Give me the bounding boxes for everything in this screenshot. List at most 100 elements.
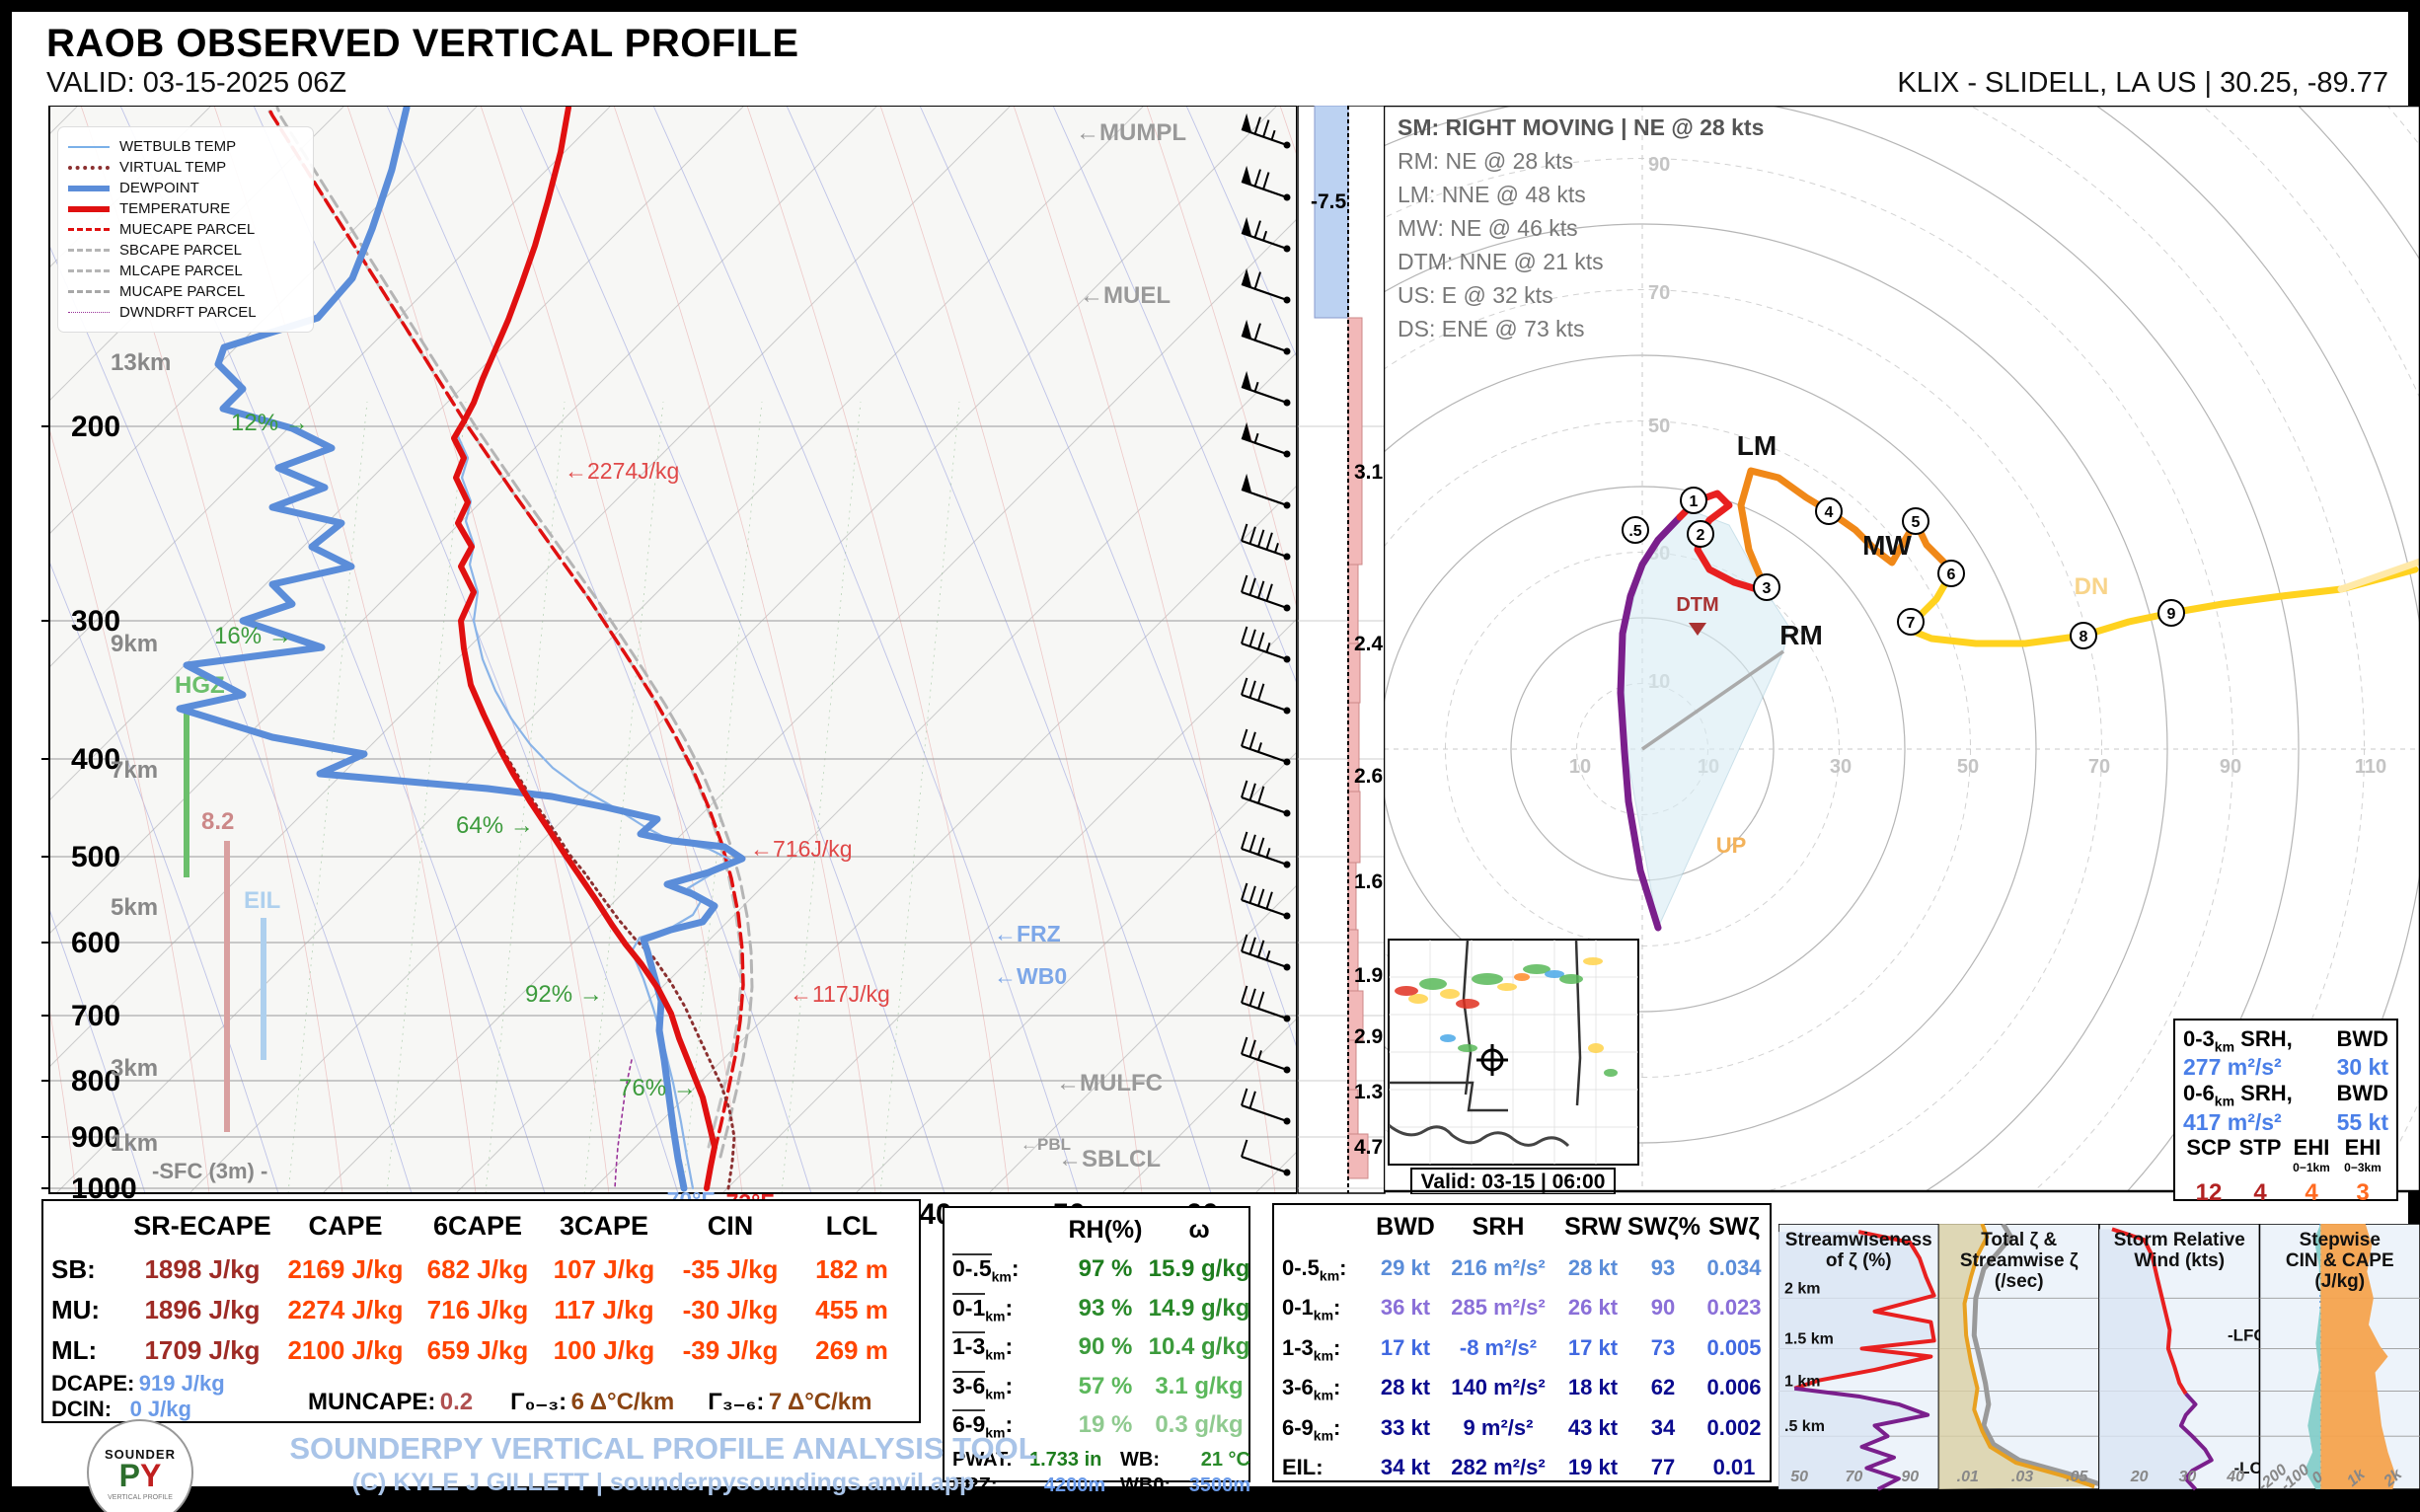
- index-headers: SCP STP EHI 0−1km EHI 0−3km: [2186, 1134, 2382, 1174]
- layer-bar-label-EIL: EIL: [244, 887, 280, 914]
- omega-value-label: -7.5: [1311, 190, 1347, 213]
- mini-line: [1971, 1224, 2100, 1486]
- kin-col-header: SRH: [1472, 1213, 1525, 1241]
- rh-row-label: 0-.5km:: [952, 1253, 1020, 1285]
- rh-table-header: RH(%) ω: [952, 1214, 1241, 1250]
- sbcape-curve: [275, 106, 754, 1159]
- dry-adiabat-line: [519, 106, 945, 1193]
- annotation-label: ←MUEL: [1080, 282, 1171, 309]
- logo-text-small: VERTICAL PROFILE: [108, 1494, 173, 1501]
- legend-item-mucape-parcel: MUCAPE PARCEL: [68, 281, 303, 302]
- radar-echo: [1545, 970, 1564, 978]
- moist-adiabat-line: [49, 1006, 77, 1193]
- kin-row-label: 1-3km:: [1282, 1334, 1341, 1364]
- thermo-col-header: 6CAPE: [432, 1211, 523, 1241]
- pwat-row: PWAT: 1.733 in WB: 21 °C: [952, 1448, 1250, 1471]
- mini-line: [2111, 1227, 2188, 1396]
- mini-xtick: 50: [1790, 1469, 1808, 1485]
- kin-value: 216 m²/s²: [1451, 1255, 1546, 1280]
- height-marker-label: 7: [1907, 615, 1916, 632]
- kinematics-table-header: BWD SRH SRW SWζ% SWζ: [1282, 1211, 1766, 1249]
- mixing-ratio-line: [682, 401, 763, 1193]
- kin-row-label: 6-9km:: [1282, 1414, 1341, 1443]
- ring-label: 10: [1569, 756, 1591, 778]
- annotation-label: 76% →: [619, 1075, 697, 1101]
- omega-header: ω: [1188, 1216, 1210, 1244]
- kin-value: 34 kt: [1380, 1454, 1431, 1479]
- srh6-label-row: 0-6km SRH, BWD: [2183, 1081, 2388, 1109]
- thermo-table-rows: SB: 1898 J/kg 2169 J/kg 682 J/kg 107 J/kg -35…: [51, 1249, 913, 1371]
- legend-item-temperature: TEMPERATURE: [68, 198, 303, 219]
- moist-adiabat-line: [746, 106, 1010, 1193]
- wind-barb: [1241, 165, 1291, 201]
- dry-adiabat-line: [1185, 106, 1297, 359]
- skewt-legend: WETBULB TEMP VIRTUAL TEMP DEWPOINT TEMPERAT…: [57, 126, 314, 333]
- kin-value: 0.006: [1706, 1375, 1762, 1400]
- radar-echo: [1523, 964, 1550, 974]
- rh-row: 0-.5km: 97 % 15.9 g/kg: [952, 1250, 1249, 1290]
- mini-title: Streamwise ζ: [1960, 1250, 2079, 1271]
- storm-motion-text: US: E @ 32 kts: [1398, 282, 1553, 308]
- annotation-label: ←2274J/kg: [565, 458, 679, 484]
- dwndrft-curve: [614, 1059, 633, 1189]
- station-info: KLIX - SLIDELL, LA US | 30.25, -89.77: [1897, 67, 2388, 99]
- legend-item-label: TEMPERATURE: [119, 200, 231, 217]
- mini-label: -LFC: [2228, 1325, 2266, 1344]
- thermo-value: 455 m: [815, 1295, 888, 1324]
- kin-row: 6-9km: 33 kt 9 m²/s² 43 kt 34 0.002: [1282, 1409, 1766, 1449]
- kin-row: 3-6km: 28 kt 140 m²/s² 18 kt 62 0.006: [1282, 1369, 1766, 1408]
- moist-adiabat-line: [613, 106, 876, 1193]
- annotation-label: 16% →: [214, 623, 292, 649]
- kin-col-header: SRW: [1564, 1213, 1622, 1241]
- legend-item-dewpoint: DEWPOINT: [68, 178, 303, 198]
- ring-label: 50: [1957, 756, 1979, 778]
- legend-item-virtual-temp: VIRTUAL TEMP: [68, 157, 303, 178]
- page-title: RAOB OBSERVED VERTICAL PROFILE: [46, 22, 799, 65]
- moist-adiabat-line: [49, 427, 210, 1193]
- omega-profile-strip: -7.5 3.1 2.4 2.6 1.6 1.9 2.9 1.3 4.7: [1297, 106, 1386, 1194]
- height-marker-circle: [1622, 516, 1649, 544]
- mini-fill: [1778, 1232, 1934, 1489]
- kin-value: 17 kt: [1567, 1334, 1619, 1360]
- rh-value: 57 %: [1078, 1372, 1133, 1399]
- mini-xtick: 70: [1845, 1469, 1862, 1485]
- mixing-ratio-line: [287, 401, 368, 1193]
- thermo-row: SB: 1898 J/kg 2169 J/kg 682 J/kg 107 J/kg -35…: [51, 1249, 913, 1290]
- kin-row: EIL: 34 kt 282 m²/s² 19 kt 77 0.01: [1282, 1449, 1766, 1486]
- mini-title: (/sec): [1995, 1271, 2044, 1292]
- rh-row: 1-3km: 90 % 10.4 g/kg: [952, 1328, 1249, 1368]
- thermo-row-label: MU:: [51, 1295, 101, 1324]
- legend-line-sample: [68, 165, 110, 170]
- kin-value: 18 kt: [1567, 1375, 1619, 1400]
- mini-xtick: 90: [1901, 1469, 1919, 1485]
- annotation-label: 64% →: [456, 812, 534, 839]
- thermo-value: 2274 J/kg: [287, 1295, 404, 1324]
- kin-row-label: 3-6km:: [1282, 1375, 1341, 1403]
- mixing-value: 15.9 g/kg: [1148, 1255, 1250, 1282]
- mixing-ratio-line: [485, 401, 566, 1193]
- isotherm-line: [855, 751, 1297, 1193]
- pressure-tick-label: 900: [71, 1121, 120, 1154]
- mini-line: [1962, 1224, 2095, 1489]
- omega-positive-bar: [1347, 564, 1359, 644]
- kin-row: 1-3km: 17 kt -8 m²/s² 17 kt 73 0.005: [1282, 1329, 1766, 1369]
- kin-col-header: SWζ: [1708, 1213, 1760, 1241]
- kin-value: 77: [1650, 1454, 1676, 1479]
- kin-col-header: BWD: [1376, 1213, 1435, 1241]
- logo-text-main: PY: [118, 1458, 162, 1493]
- height-marker-label: 3: [1763, 580, 1772, 597]
- hodograph-ring: [1384, 486, 1906, 1013]
- storm-motion-text: SM: RIGHT MOVING | NE @ 28 kts: [1398, 114, 1764, 140]
- mini-panel-1: Total ζ &Streamwise ζ(/sec) .01 .03 .05: [1937, 1224, 2100, 1490]
- omega-value-label: 2.4: [1354, 633, 1384, 655]
- thermo-value: 2169 J/kg: [287, 1254, 404, 1284]
- radar-echo: [1440, 989, 1460, 999]
- gamma03-block: Γ₀₋₃: 6 Δ°C/km: [510, 1389, 675, 1415]
- valid-box-text: Valid: 03-15 | 06:00: [1421, 1171, 1606, 1193]
- thermo-row: MU: 1896 J/kg 2274 J/kg 716 J/kg 117 J/kg -30…: [51, 1290, 913, 1330]
- height-marker-label: 9: [2167, 606, 2176, 623]
- skewt-frame: [48, 106, 1297, 1194]
- wind-barb: [1241, 1088, 1291, 1125]
- radar-echo: [1588, 1043, 1604, 1053]
